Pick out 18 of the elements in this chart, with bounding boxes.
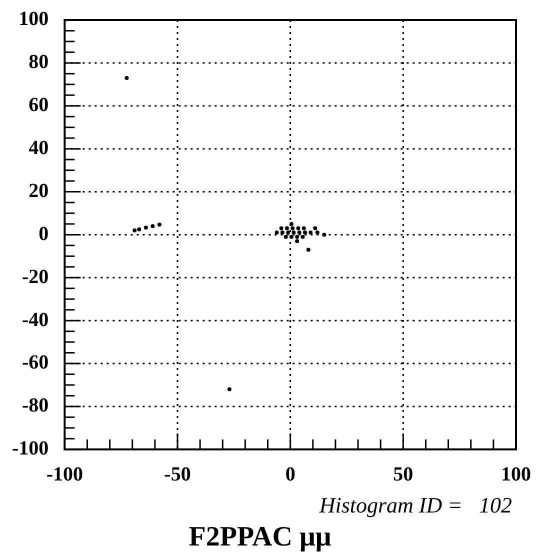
text: Histogram ID = 102 — [318, 492, 512, 518]
text: F2PPAC μμ — [188, 521, 332, 552]
y-tick-label: 40 — [28, 136, 49, 159]
y-tick-label: 0 — [38, 222, 49, 245]
x-tick-label: -50 — [164, 464, 191, 486]
y-tick-label: -80 — [22, 394, 49, 417]
y-tick-label: -20 — [22, 266, 49, 288]
x-tick-label: 50 — [393, 464, 414, 486]
x-tick-label: -100 — [46, 464, 83, 486]
y-tick-label: -100 — [12, 438, 49, 460]
x-tick-label: 100 — [501, 464, 531, 486]
y-tick-label: 80 — [28, 51, 49, 74]
y-tick-label: -40 — [22, 308, 49, 331]
y-tick-label: 20 — [28, 180, 49, 202]
y-tick-label: 60 — [28, 94, 49, 116]
x-tick-label: 0 — [285, 464, 296, 486]
y-tick-label: -60 — [22, 352, 49, 374]
y-tick-label: 100 — [18, 8, 49, 30]
